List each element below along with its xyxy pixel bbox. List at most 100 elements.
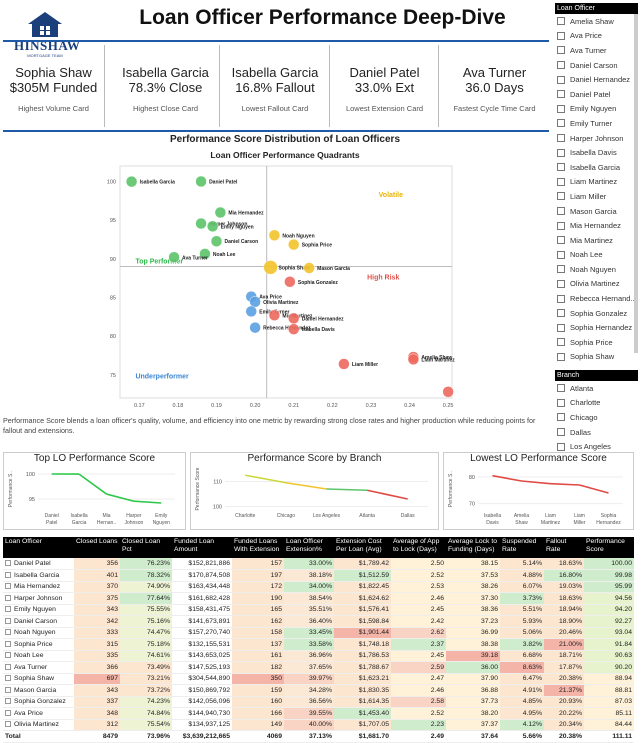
kpi-card-lowest-fallout[interactable]: Isabella Garcia 16.8% Fallout Lowest Fal…: [221, 45, 330, 127]
slicer-item-mason-garcia[interactable]: Mason Garcia: [555, 204, 638, 219]
slicer-item-sophia-hernandez[interactable]: Sophia Hernandez: [555, 320, 638, 335]
checkbox-icon[interactable]: [557, 46, 565, 54]
column-header-fallout-rate[interactable]: Fallout Rate: [544, 537, 584, 558]
point-daniel-hernandez[interactable]: [288, 313, 299, 324]
slicer-item-ava-turner[interactable]: Ava Turner: [555, 43, 638, 58]
slicer-item-mia-martinez[interactable]: Mia Martinez: [555, 233, 638, 248]
expand-icon[interactable]: [5, 583, 11, 589]
expand-icon[interactable]: [5, 675, 11, 681]
checkbox-icon[interactable]: [557, 105, 565, 113]
point-mason-garcia[interactable]: [304, 263, 315, 274]
expand-icon[interactable]: [5, 572, 11, 578]
slicer-item-amelia-shaw[interactable]: Amelia Shaw: [555, 14, 638, 29]
point-sophia-price[interactable]: [288, 239, 299, 250]
point-liam-martinez[interactable]: [408, 354, 419, 365]
checkbox-icon[interactable]: [557, 76, 565, 84]
slicer-item-liam-miller[interactable]: Liam Miller: [555, 189, 638, 204]
point-ava-turner[interactable]: [169, 252, 180, 263]
slicer-item-emily-turner[interactable]: Emily Turner: [555, 116, 638, 131]
slicer-item-daniel-carson[interactable]: Daniel Carson: [555, 58, 638, 73]
slicer-item-isabella-garcia[interactable]: Isabella Garcia: [555, 160, 638, 175]
slicer-item-ava-price[interactable]: Ava Price: [555, 29, 638, 44]
expand-icon[interactable]: [5, 698, 11, 704]
slicer-item-dallas[interactable]: Dallas: [555, 425, 638, 440]
checkbox-icon[interactable]: [557, 134, 565, 142]
checkbox-icon[interactable]: [557, 17, 565, 25]
checkbox-icon[interactable]: [557, 280, 565, 288]
column-header-closed-loan-pct[interactable]: Closed Loan Pct: [120, 537, 172, 558]
column-header-funded-loans-with-extension[interactable]: Funded Loans With Extension: [232, 537, 284, 558]
checkbox-icon[interactable]: [557, 413, 565, 421]
branch-score-chart[interactable]: Performance Score by Branch Performance …: [190, 452, 439, 530]
checkbox-icon[interactable]: [557, 32, 565, 40]
slicer-item-isabella-davis[interactable]: Isabella Davis: [555, 145, 638, 160]
slicer-item-daniel-patel[interactable]: Daniel Patel: [555, 87, 638, 102]
checkbox-icon[interactable]: [557, 428, 565, 436]
slicer-item-emily-nguyen[interactable]: Emily Nguyen: [555, 102, 638, 117]
checkbox-icon[interactable]: [557, 295, 565, 303]
column-header-average-lock-to-funding-days[interactable]: Average Lock to Funding (Days): [446, 537, 500, 558]
expand-icon[interactable]: [5, 618, 11, 624]
expand-icon[interactable]: [5, 606, 11, 612]
column-header-suspended-rate[interactable]: Suspended Rate: [500, 537, 544, 558]
slicer-item-daniel-hernandez[interactable]: Daniel Hernandez: [555, 72, 638, 87]
checkbox-icon[interactable]: [557, 178, 565, 186]
slicer-item-sophia-shaw[interactable]: Sophia Shaw: [555, 350, 638, 365]
checkbox-icon[interactable]: [557, 163, 565, 171]
expand-icon[interactable]: [5, 710, 11, 716]
expand-icon[interactable]: [5, 652, 11, 658]
slicer-item-charlotte[interactable]: Charlotte: [555, 396, 638, 411]
kpi-card-highest-volume[interactable]: Sophia Shaw $305M Funded Highest Volume …: [3, 45, 105, 127]
point-sophia-shaw[interactable]: [264, 260, 278, 274]
slicer-item-atlanta[interactable]: Atlanta: [555, 381, 638, 396]
point-emily-nguyen[interactable]: [207, 221, 218, 232]
slicer-item-mia-hernandez[interactable]: Mia Hernandez: [555, 218, 638, 233]
column-header-funded-loan-amount[interactable]: Funded Loan Amount: [172, 537, 232, 558]
column-header-loan-officer-extension[interactable]: Loan Officer Extension%: [284, 537, 334, 558]
expand-icon[interactable]: [5, 560, 11, 566]
top-lo-score-chart[interactable]: Top LO Performance Score Performance S..…: [3, 452, 186, 530]
checkbox-icon[interactable]: [557, 236, 565, 244]
slicer-item-olivia-martinez[interactable]: Olivia Martinez: [555, 277, 638, 292]
checkbox-icon[interactable]: [557, 149, 565, 157]
point-emily-turner[interactable]: [246, 306, 257, 317]
checkbox-icon[interactable]: [557, 384, 565, 392]
point-noah-nguyen[interactable]: [269, 230, 280, 241]
checkbox-icon[interactable]: [557, 309, 565, 317]
checkbox-icon[interactable]: [557, 207, 565, 215]
checkbox-icon[interactable]: [557, 265, 565, 273]
point-harper-johnson[interactable]: [196, 218, 207, 229]
expand-icon[interactable]: [5, 641, 11, 647]
checkbox-icon[interactable]: [557, 192, 565, 200]
checkbox-icon[interactable]: [557, 399, 565, 407]
point-sophia-gonzalez[interactable]: [284, 276, 295, 287]
checkbox-icon[interactable]: [557, 222, 565, 230]
point-rebecca-hernandez[interactable]: [250, 322, 261, 333]
checkbox-icon[interactable]: [557, 90, 565, 98]
point-daniel-carson[interactable]: [211, 236, 222, 247]
expand-icon[interactable]: [5, 687, 11, 693]
column-header-closed-loans[interactable]: Closed Loans: [74, 537, 120, 558]
point-sophia-hernandez[interactable]: [443, 386, 454, 397]
column-header-loan-officer[interactable]: Loan Officer: [3, 537, 74, 558]
point-isabella-garcia[interactable]: [126, 176, 137, 187]
expand-icon[interactable]: [5, 664, 11, 670]
slicer-item-sophia-gonzalez[interactable]: Sophia Gonzalez: [555, 306, 638, 321]
point-daniel-patel[interactable]: [196, 176, 207, 187]
checkbox-icon[interactable]: [557, 324, 565, 332]
lowest-lo-score-chart[interactable]: Lowest LO Performance Score Performance …: [443, 452, 634, 530]
column-header-performance-score[interactable]: Performance Score: [584, 537, 634, 558]
kpi-card-fastest-cycle[interactable]: Ava Turner 36.0 Days Fastest Cycle Time …: [440, 45, 549, 127]
